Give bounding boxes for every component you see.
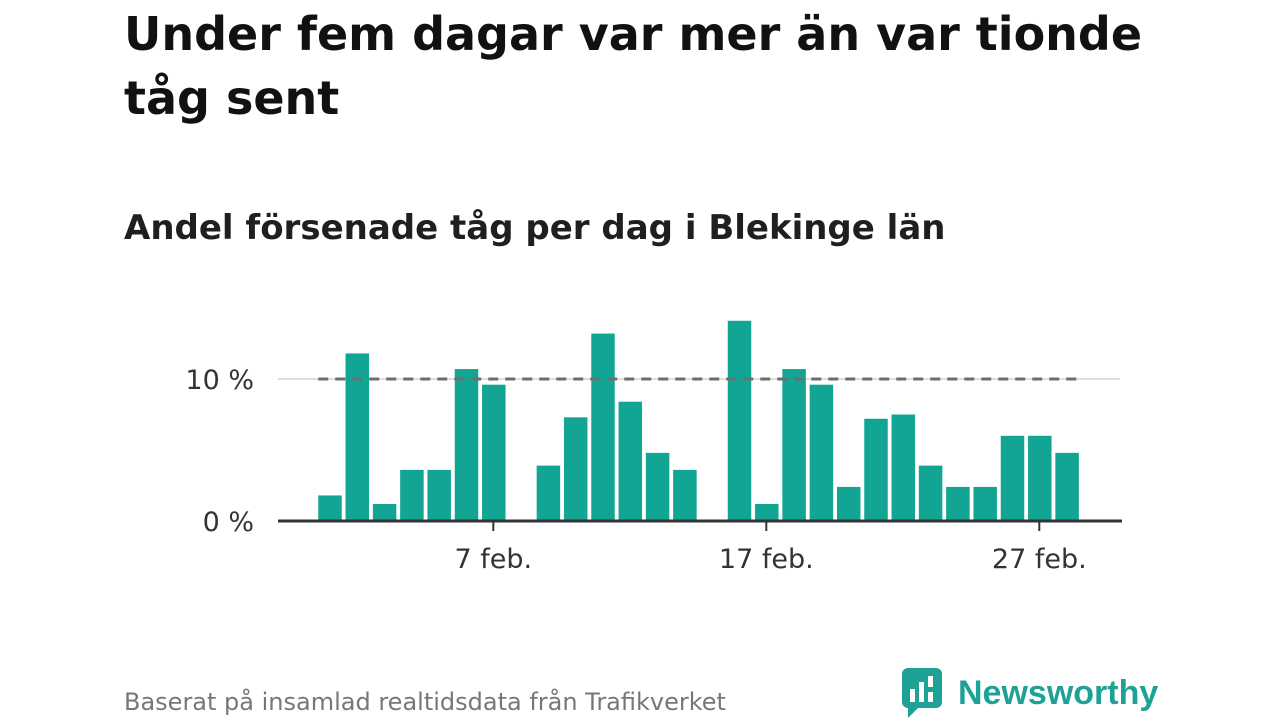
bar: [918, 465, 943, 521]
x-tick-label: 7 feb.: [454, 544, 532, 575]
bar: [673, 469, 697, 521]
newsworthy-logo-icon: [902, 668, 942, 718]
bar: [618, 401, 643, 521]
bar: [345, 353, 370, 521]
bar: [727, 320, 752, 521]
bar: [946, 486, 970, 521]
bar: [400, 469, 424, 521]
x-tick-label: 17 feb.: [719, 544, 814, 575]
bar: [864, 418, 888, 521]
bar: [372, 503, 397, 521]
x-tick-label: 27 feb.: [992, 544, 1087, 575]
brand-name: Newsworthy: [958, 674, 1159, 712]
bar: [891, 414, 916, 521]
y-tick-label: 0 %: [203, 507, 254, 538]
tick-labels: 7 feb. 17 feb. 27 feb. 0 % 10 %: [185, 365, 1086, 575]
bar: [1028, 435, 1052, 521]
bar: [536, 465, 561, 521]
chart-subtitle: Andel försenade tåg per dag i Blekinge l…: [124, 208, 946, 248]
bar: [482, 384, 506, 521]
bars: [318, 320, 1079, 521]
bar: [973, 486, 997, 521]
bar: [318, 495, 342, 521]
bar: [454, 369, 479, 521]
bar: [1000, 435, 1025, 521]
axes: [278, 519, 1122, 531]
bar: [836, 486, 861, 521]
bar-chart: 7 feb. 17 feb. 27 feb. 0 % 10 %: [185, 320, 1122, 575]
bar: [563, 417, 588, 521]
bar: [591, 333, 615, 521]
bar: [645, 452, 670, 521]
y-tick-label: 10 %: [185, 365, 254, 396]
bar: [809, 384, 834, 521]
bar: [782, 369, 806, 521]
bar: [427, 469, 451, 521]
chart-title: Under fem dagar var mer än var tionde tå…: [124, 7, 1143, 125]
bar: [755, 503, 779, 521]
bar: [1055, 452, 1079, 521]
brand-logo: Newsworthy: [902, 668, 1158, 718]
source-note: Baserat på insamlad realtidsdata från Tr…: [124, 688, 726, 716]
